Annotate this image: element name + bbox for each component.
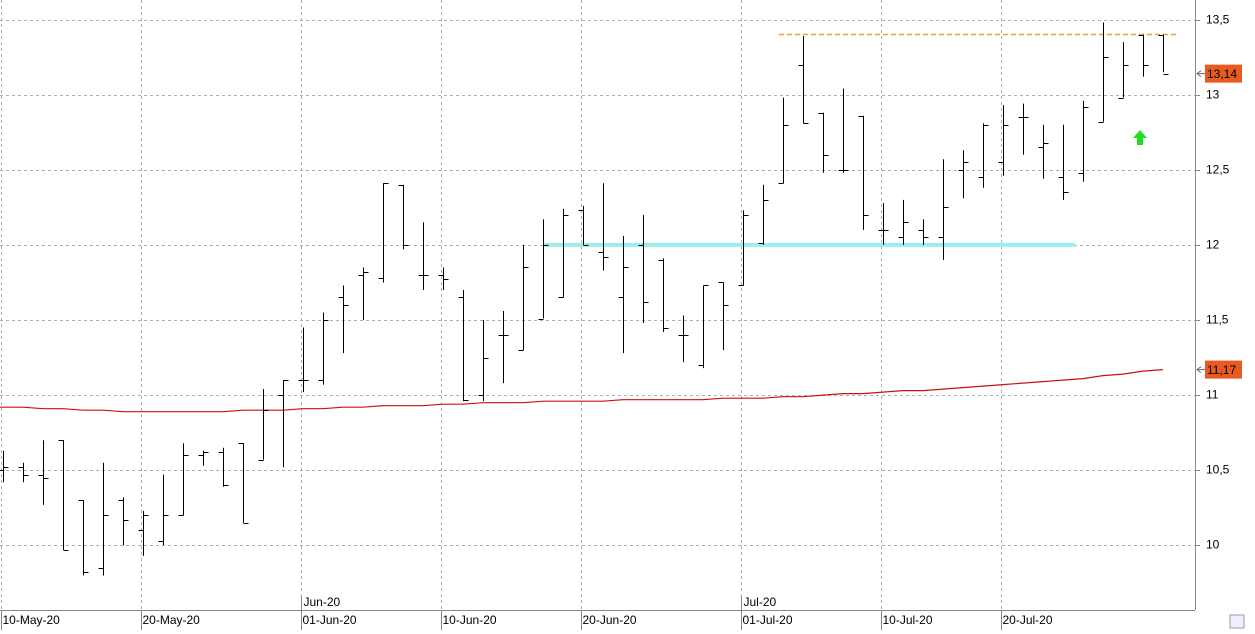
buy-arrow (1133, 130, 1147, 145)
month-label: Jun-20 (304, 595, 341, 609)
y-tick-label: 12,5 (1206, 163, 1230, 177)
x-tick-label: 10-Jun-20 (443, 613, 497, 627)
moving-average (0, 369, 1164, 413)
y-tick-label: 13 (1206, 88, 1220, 102)
x-tick-label: 01-Jun-20 (303, 613, 357, 627)
y-tick-label: 13,5 (1206, 13, 1230, 27)
x-tick-label: 01-Jul-20 (743, 613, 793, 627)
y-tick-label: 10,5 (1206, 463, 1230, 477)
price-marker-box (1205, 64, 1242, 83)
y-tick-label: 11 (1206, 388, 1219, 402)
corner-icon (1229, 614, 1245, 629)
x-tick-label: 10-Jul-20 (883, 613, 933, 627)
price-marker-label: 13,14 (1207, 67, 1237, 81)
y-tick-label: 11,5 (1206, 313, 1229, 327)
month-label: Jul-20 (744, 595, 777, 609)
x-tick-label: 10-May-20 (3, 613, 61, 627)
x-tick-label: 20-Jul-20 (1003, 613, 1053, 627)
price-marker-label: 11,17 (1207, 363, 1236, 377)
y-tick-label: 10 (1206, 538, 1220, 552)
x-tick-label: 20-Jun-20 (583, 613, 637, 627)
price-marker-box (1205, 360, 1242, 379)
x-tick-label: 20-May-20 (143, 613, 201, 627)
y-tick-label: 12 (1206, 238, 1220, 252)
price-marker-arrowhead (1196, 70, 1202, 78)
price-marker-arrowhead (1196, 366, 1202, 374)
